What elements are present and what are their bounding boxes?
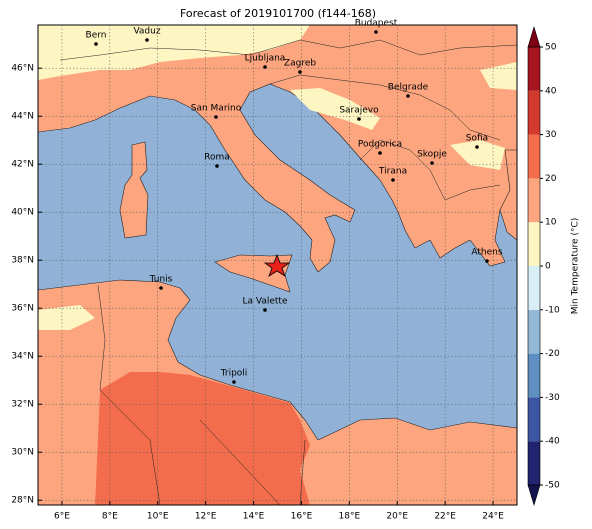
warm-region — [38, 305, 95, 330]
y-tick-label: 44°N — [11, 112, 34, 122]
map-area — [38, 25, 517, 505]
colorbar-band — [528, 178, 540, 223]
map-frame — [37, 24, 518, 506]
colorbar-tick-label: 50 — [545, 43, 557, 53]
x-tick-label: 6°E — [54, 512, 70, 522]
city-dot — [430, 161, 434, 165]
border — [359, 139, 501, 201]
city-label: Roma — [204, 153, 230, 163]
title: Forecast of 2019101700 (f144-168) — [180, 7, 376, 20]
colorbar-tick-label: 20 — [545, 174, 557, 184]
colorbar-band — [528, 90, 540, 135]
city-dot — [475, 145, 479, 149]
city-label: Zagreb — [284, 59, 316, 69]
city-label: Sarajevo — [339, 106, 379, 116]
city-label: Bern — [86, 31, 107, 41]
colorbar-band — [528, 353, 540, 398]
city-dot — [374, 30, 378, 34]
colorbar-tick-label: 30 — [545, 130, 557, 140]
colorbar-band — [528, 309, 540, 354]
y-tick-label: 28°N — [11, 496, 34, 506]
land — [38, 25, 517, 273]
colorbar-extend — [527, 484, 541, 507]
land — [499, 149, 517, 241]
y-tick-label: 30°N — [11, 448, 34, 458]
colorbar-tick-label: -20 — [545, 349, 560, 359]
colorbar-tick-label: 40 — [545, 86, 557, 96]
city-dot — [215, 164, 219, 168]
y-tick-label: 34°N — [11, 352, 34, 362]
warm-region — [480, 62, 517, 90]
colorbar-band — [528, 397, 540, 442]
x-tick-label: 20°E — [386, 512, 408, 522]
colorbar-band — [528, 47, 540, 91]
city-dot — [94, 42, 98, 46]
city-dot — [145, 38, 149, 42]
warm-region — [450, 140, 505, 170]
colorbar-band — [528, 134, 540, 179]
y-tick-label: 42°N — [11, 160, 34, 170]
city-label: Tripoli — [220, 369, 248, 379]
x-tick-label: 12°E — [195, 512, 217, 522]
colorbar-band — [528, 441, 540, 485]
city-label: Ljubljana — [245, 54, 286, 64]
city-label: Vaduz — [133, 27, 160, 37]
y-tick-label: 40°N — [11, 208, 34, 218]
event-marker — [263, 253, 291, 277]
colorbar-tick-label: -10 — [545, 305, 560, 315]
city-dot — [485, 259, 489, 263]
colorbar-tick-label: -40 — [545, 437, 560, 447]
city-label: Skopje — [417, 150, 447, 160]
city-label: Sofia — [466, 134, 488, 144]
warm-region — [38, 25, 310, 80]
colorbar-tick-label: 10 — [545, 218, 557, 228]
border — [269, 74, 501, 141]
colorbar-tick-label: -30 — [545, 393, 560, 403]
colorbar-tick-label: -50 — [545, 481, 560, 491]
hot-region — [95, 372, 310, 505]
city-label: Budapest — [355, 19, 398, 29]
y-tick-label: 36°N — [11, 304, 34, 314]
x-tick-label: 24°E — [482, 512, 504, 522]
city-dot — [159, 286, 163, 290]
x-tick-label: 16°E — [291, 512, 313, 522]
city-label: San Marino — [191, 104, 242, 114]
city-dot — [263, 65, 267, 69]
border — [97, 284, 306, 505]
city-dot — [357, 117, 361, 121]
colorbar-band — [528, 266, 540, 310]
city-label: Belgrade — [388, 83, 429, 93]
city-dot — [298, 70, 302, 74]
city-dot — [391, 178, 395, 182]
y-tick-label: 46°N — [11, 64, 34, 74]
city-label: Athens — [471, 248, 502, 258]
x-tick-label: 14°E — [243, 512, 265, 522]
city-label: Podgorica — [358, 140, 402, 150]
colorbar-extend — [527, 25, 541, 48]
city-label: La Valette — [243, 297, 288, 307]
colorbar-tick-label: 0 — [545, 262, 551, 272]
land — [119, 141, 149, 239]
city-dot — [232, 380, 236, 384]
city-label: Tirana — [378, 167, 407, 177]
y-tick-label: 32°N — [11, 400, 34, 410]
x-tick-label: 10°E — [147, 512, 169, 522]
city-dot — [378, 151, 382, 155]
colorbar-label: Min Temperature (°C) — [571, 218, 581, 315]
city-dot — [406, 94, 410, 98]
border — [59, 39, 517, 61]
x-tick-label: 18°E — [339, 512, 361, 522]
city-label: Tunis — [149, 275, 173, 285]
x-tick-label: 22°E — [434, 512, 456, 522]
colorbar-band — [528, 222, 540, 266]
city-dot — [214, 115, 218, 119]
x-tick-label: 8°E — [102, 512, 118, 522]
y-tick-label: 38°N — [11, 256, 34, 266]
city-dot — [263, 308, 267, 312]
